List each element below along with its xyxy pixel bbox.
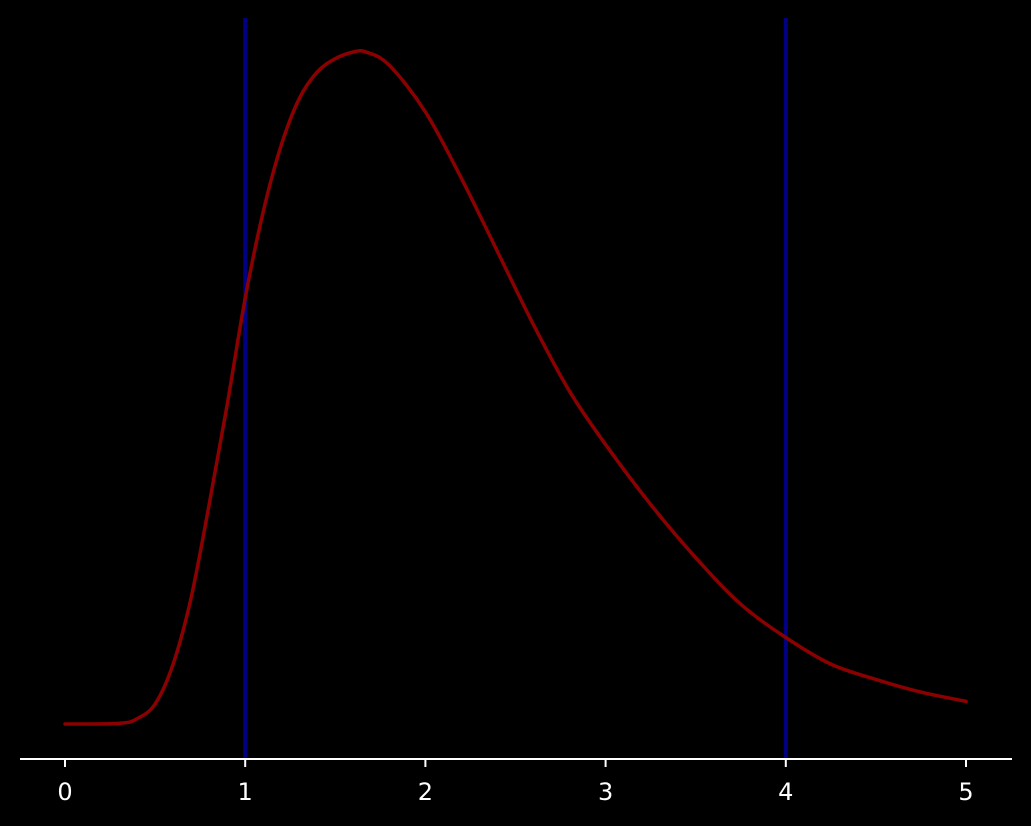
- x-tick-label: 2: [418, 778, 433, 806]
- x-axis-ticks: 0 1 2 3 4 5: [57, 759, 974, 806]
- x-tick-label: 3: [598, 778, 613, 806]
- series-line-1: [63, 48, 968, 726]
- x-tick-label: 1: [238, 778, 253, 806]
- series-layer: [63, 48, 968, 726]
- x-tick-label: 4: [778, 778, 793, 806]
- x-tick-label: 0: [57, 778, 72, 806]
- x-tick-label: 5: [958, 778, 973, 806]
